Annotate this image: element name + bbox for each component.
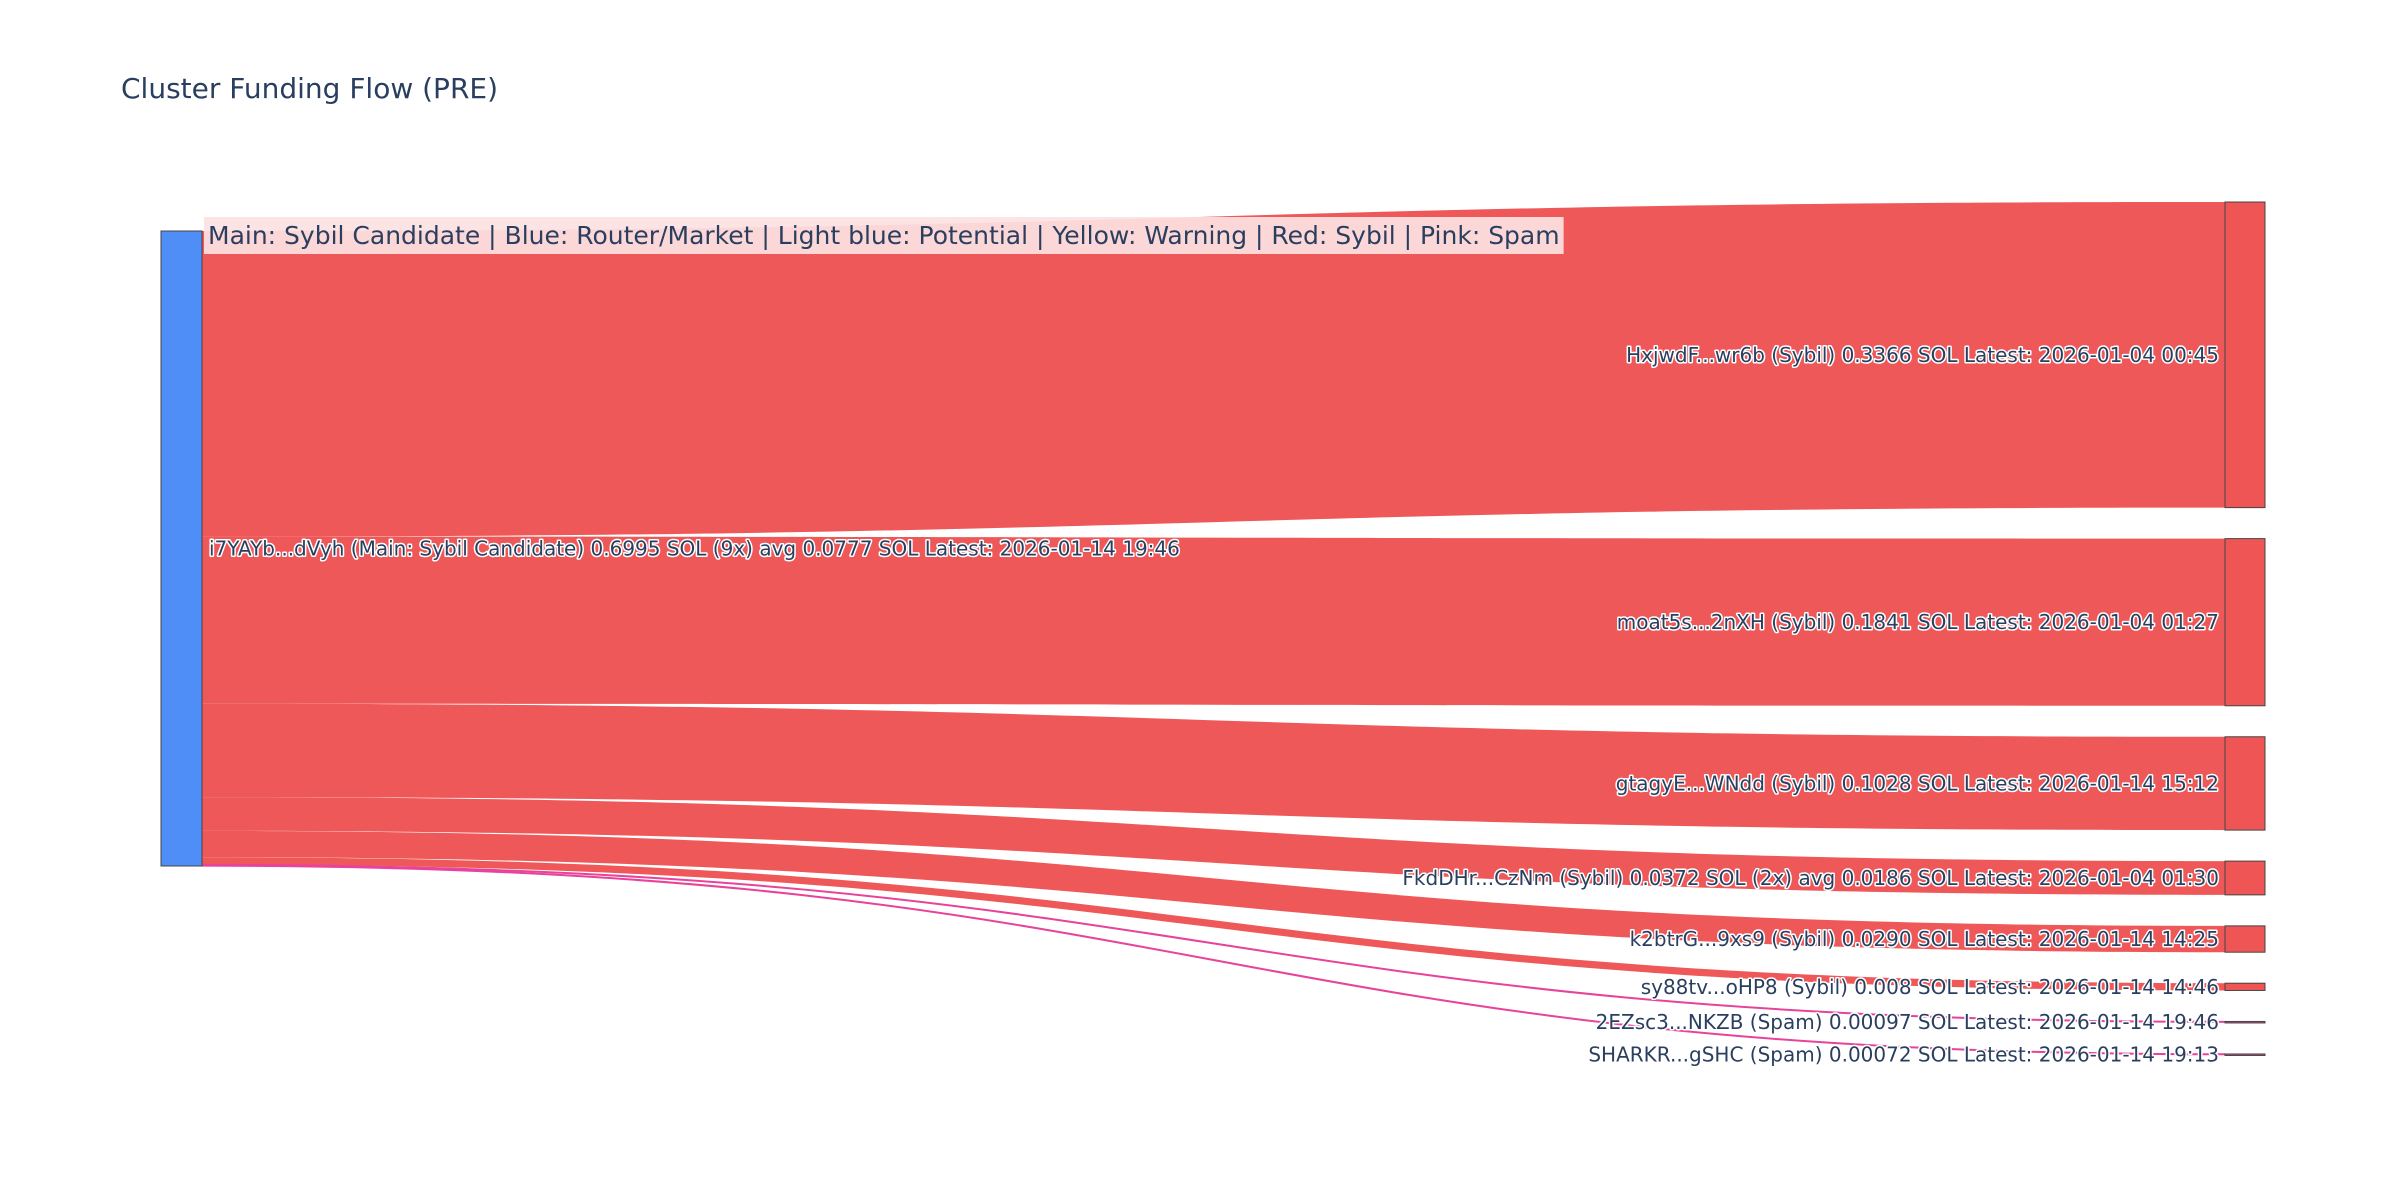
sankey-links (201, 202, 2226, 1056)
sankey-labels: i7YAYb...dVyh (Main: Sybil Candidate) 0.… (208, 341, 2221, 1068)
flow-link[interactable] (202, 703, 2225, 831)
legend-text: Main: Sybil Candidate | Blue: Router/Mar… (208, 221, 1560, 250)
target-node[interactable] (2224, 736, 2266, 831)
flow-link[interactable] (201, 864, 2226, 1056)
target-node-label: k2btrG...9xs9 (Sybil) 0.0290 SOL Latest:… (1630, 927, 2219, 951)
flow-link[interactable] (202, 830, 2225, 953)
target-node-label: SHARKR...gSHC (Spam) 0.00072 SOL Latest:… (1588, 1043, 2219, 1067)
flow-link[interactable] (201, 863, 2226, 1023)
flow-link[interactable] (202, 202, 2225, 537)
target-node[interactable] (2224, 1053, 2266, 1056)
target-node-label: sy88tv...oHP8 (Sybil) 0.008 SOL Latest: … (1641, 975, 2219, 999)
target-node[interactable] (2224, 860, 2266, 896)
target-node-label: 2EZsc3...NKZB (Spam) 0.00097 SOL Latest:… (1596, 1010, 2219, 1034)
target-node[interactable] (2224, 201, 2266, 509)
chart-title: Cluster Funding Flow (PRE) (121, 72, 499, 105)
sankey-nodes (160, 201, 2266, 1056)
target-node-label: FkdDHr...CzNm (Sybil) 0.0372 SOL (2x) av… (1402, 866, 2219, 890)
flow-link[interactable] (202, 797, 2225, 895)
source-node[interactable] (160, 230, 203, 867)
target-node[interactable] (2224, 1020, 2266, 1024)
legend-annotation: Main: Sybil Candidate | Blue: Router/Mar… (204, 217, 1564, 254)
flow-link[interactable] (202, 536, 2225, 706)
source-node-label: i7YAYb...dVyh (Main: Sybil Candidate) 0.… (209, 537, 1180, 561)
legend-background (204, 217, 1564, 254)
target-node[interactable] (2224, 982, 2266, 991)
target-node[interactable] (2224, 925, 2266, 953)
target-node[interactable] (2224, 538, 2266, 707)
target-node-label: moat5s...2nXH (Sybil) 0.1841 SOL Latest:… (1617, 610, 2219, 634)
target-node-label: HxjwdF...wr6b (Sybil) 0.3366 SOL Latest:… (1626, 343, 2219, 367)
target-node-label: gtagyE...WNdd (Sybil) 0.1028 SOL Latest:… (1616, 771, 2219, 795)
flow-link[interactable] (202, 857, 2225, 991)
